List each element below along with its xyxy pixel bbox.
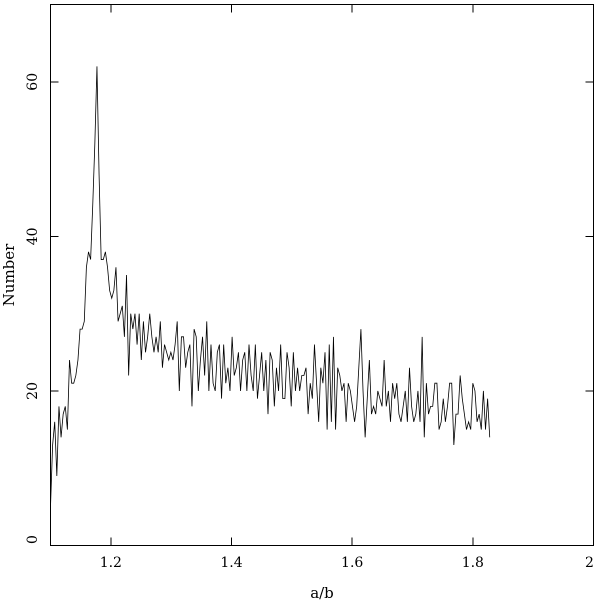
x-tick-label: 2 [585, 555, 594, 571]
y-tick-label: 60 [25, 73, 41, 91]
y-ticks: 0 20 40 60 [25, 73, 594, 546]
series-group [50, 66, 491, 507]
plot-frame [50, 4, 594, 546]
y-tick-label: 0 [25, 535, 41, 544]
y-tick-label: 20 [25, 382, 41, 400]
x-tick-label: 1.8 [462, 555, 484, 571]
x-tick-label: 1.4 [220, 555, 242, 571]
y-axis-label: Number [0, 243, 18, 306]
x-axis-label: a/b [310, 584, 334, 602]
x-ticks: 1.2 1.4 1.6 1.8 2 [100, 4, 594, 571]
x-tick-label: 1.2 [100, 555, 122, 571]
x-tick-label: 1.6 [341, 555, 363, 571]
series-line [50, 66, 491, 507]
y-tick-label: 40 [25, 227, 41, 245]
